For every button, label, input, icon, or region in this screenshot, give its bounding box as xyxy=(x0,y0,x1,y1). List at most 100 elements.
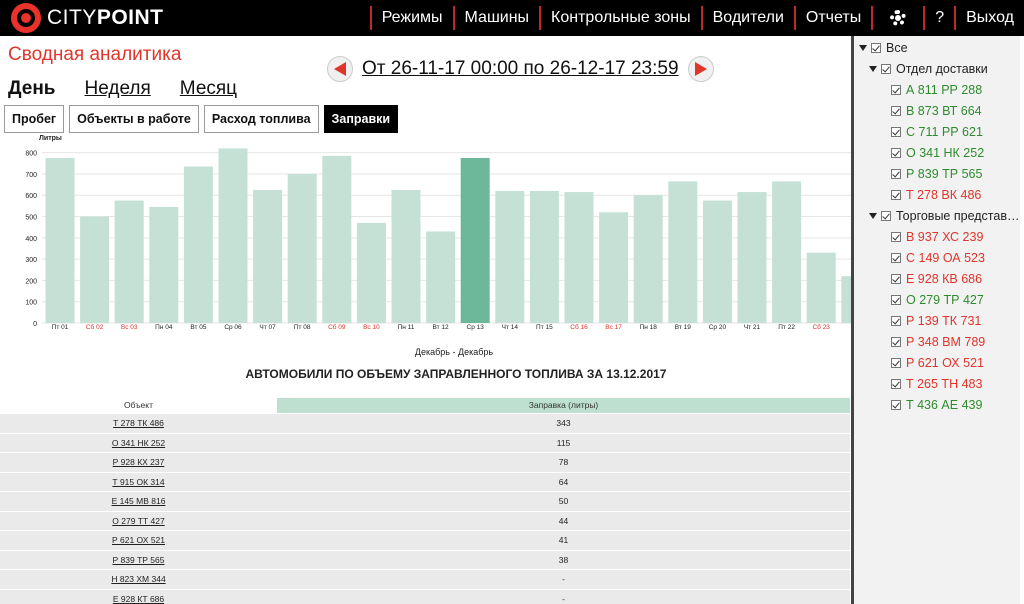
checkbox-icon[interactable] xyxy=(891,148,901,158)
tree-root[interactable]: Все xyxy=(859,40,908,56)
tree-vehicle-item[interactable]: С 149 ОА 523 xyxy=(891,250,985,266)
tab-day[interactable]: День xyxy=(8,78,56,99)
settings-button[interactable] xyxy=(871,6,923,30)
chart-bar[interactable] xyxy=(391,189,421,323)
tree-vehicle-item[interactable]: Т 265 ТН 483 xyxy=(891,376,982,392)
expand-icon[interactable] xyxy=(859,45,867,51)
vehicle-link[interactable]: Р 928 КХ 237 xyxy=(112,457,165,467)
chart-bar[interactable] xyxy=(287,173,317,323)
checkbox-icon[interactable] xyxy=(891,337,901,347)
checkbox-icon[interactable] xyxy=(891,106,901,116)
checkbox-icon[interactable] xyxy=(881,211,891,221)
checkbox-icon[interactable] xyxy=(891,295,901,305)
nav-vehicles[interactable]: Машины xyxy=(452,6,540,30)
table-row[interactable]: Р 621 ОХ 521 41 xyxy=(0,530,850,550)
tab-refuelings[interactable]: Заправки xyxy=(323,105,399,133)
chart-bar[interactable] xyxy=(183,166,213,323)
logo[interactable]: CITYPOINT xyxy=(11,0,164,36)
table-row[interactable]: Р 839 ТР 565 38 xyxy=(0,549,850,569)
checkbox-icon[interactable] xyxy=(891,232,901,242)
chart-bar[interactable] xyxy=(460,157,490,323)
tree-vehicle-item[interactable]: Е 928 КВ 686 xyxy=(891,271,982,287)
vehicle-link[interactable]: Р 621 ОХ 521 xyxy=(111,535,166,545)
checkbox-icon[interactable] xyxy=(891,379,901,389)
tree-vehicle-item[interactable]: В 937 ХС 239 xyxy=(891,229,983,245)
table-row[interactable]: Т 278 ТК 486 343 xyxy=(0,413,850,433)
tree-vehicle-item[interactable]: С 711 РР 621 xyxy=(891,124,983,140)
date-range-text[interactable]: От 26-11-17 00:00 по 26-12-17 23:59 xyxy=(362,58,679,79)
tab-mileage[interactable]: Пробег xyxy=(4,105,65,133)
chart-bar[interactable] xyxy=(841,276,851,323)
vehicle-link[interactable]: О 279 ТТ 427 xyxy=(112,515,165,526)
checkbox-icon[interactable] xyxy=(891,274,901,284)
chart-bar[interactable] xyxy=(114,200,144,323)
checkbox-icon[interactable] xyxy=(871,43,881,53)
chart-bar[interactable] xyxy=(356,222,386,323)
vehicle-link[interactable]: Е 928 КТ 686 xyxy=(112,593,165,604)
chart-bar[interactable] xyxy=(253,189,283,323)
table-row[interactable]: О 341 НК 252 115 xyxy=(0,432,850,452)
tree-vehicle-item[interactable]: Р 621 ОХ 521 xyxy=(891,355,984,371)
tab-fuel-consumption[interactable]: Расход топлива xyxy=(203,105,319,133)
chart-bar[interactable] xyxy=(702,200,732,323)
column-refuel-liters[interactable]: Заправка (литры) xyxy=(277,398,850,413)
tree-vehicle-item[interactable]: А 811 РР 288 xyxy=(891,82,982,98)
tree-vehicle-item[interactable]: Т 278 ВК 486 xyxy=(891,187,981,203)
tree-vehicle-item[interactable]: Р 839 ТР 565 xyxy=(891,166,982,182)
nav-modes[interactable]: Режимы xyxy=(369,6,453,30)
vehicle-link[interactable]: Е 145 МВ 816 xyxy=(111,496,166,506)
table-row[interactable]: Р 928 КХ 237 78 xyxy=(0,452,850,472)
tree-vehicle-item[interactable]: О 279 ТР 427 xyxy=(891,292,984,308)
checkbox-icon[interactable] xyxy=(891,85,901,95)
chart-bar[interactable] xyxy=(668,181,698,323)
chart-bar[interactable] xyxy=(772,181,802,323)
tree-vehicle-item[interactable]: Т 436 АЕ 439 xyxy=(891,397,982,413)
column-object[interactable]: Объект xyxy=(0,398,277,413)
checkbox-icon[interactable] xyxy=(881,64,891,74)
help-button[interactable]: ? xyxy=(923,6,954,30)
tree-group[interactable]: Торговые представ… xyxy=(869,208,1019,224)
checkbox-icon[interactable] xyxy=(891,253,901,263)
chart-bar[interactable] xyxy=(564,192,594,323)
chart-bar[interactable] xyxy=(322,155,352,323)
chart-bar[interactable] xyxy=(45,157,75,323)
vehicle-link[interactable]: Т 915 ОК 314 xyxy=(112,476,165,487)
chart-bar[interactable] xyxy=(737,192,767,323)
tab-objects-in-work[interactable]: Объекты в работе xyxy=(69,105,199,133)
checkbox-icon[interactable] xyxy=(891,127,901,137)
chart-bar[interactable] xyxy=(495,190,525,323)
chart-bar[interactable] xyxy=(633,195,663,323)
nav-control-zones[interactable]: Контрольные зоны xyxy=(539,6,701,30)
checkbox-icon[interactable] xyxy=(891,190,901,200)
tree-vehicle-item[interactable]: О 341 НК 252 xyxy=(891,145,984,161)
logout-button[interactable]: Выход xyxy=(954,6,1024,30)
tree-vehicle-item[interactable]: Р 348 ВМ 789 xyxy=(891,334,985,350)
chart-bar[interactable] xyxy=(529,190,559,323)
prev-period-button[interactable] xyxy=(327,56,353,82)
chart-bar[interactable] xyxy=(149,206,179,323)
nav-drivers[interactable]: Водители xyxy=(700,6,794,30)
vehicle-link[interactable]: Н 823 ХМ 344 xyxy=(111,574,166,584)
checkbox-icon[interactable] xyxy=(891,400,901,410)
nav-reports[interactable]: Отчеты xyxy=(793,6,871,30)
checkbox-icon[interactable] xyxy=(891,358,901,368)
chart-bar[interactable] xyxy=(218,148,248,323)
tree-group[interactable]: Отдел доставки xyxy=(869,61,988,77)
table-row[interactable]: Е 928 КТ 686 - xyxy=(0,588,850,604)
expand-icon[interactable] xyxy=(869,213,877,219)
chart-bar[interactable] xyxy=(599,212,629,323)
chart-bar[interactable] xyxy=(426,231,456,323)
table-row[interactable]: Н 823 ХМ 344 - xyxy=(0,569,850,589)
vehicle-link[interactable]: О 341 НК 252 xyxy=(111,437,166,448)
table-row[interactable]: Е 145 МВ 816 50 xyxy=(0,491,850,511)
next-period-button[interactable] xyxy=(687,56,714,82)
tab-month[interactable]: Месяц xyxy=(179,78,238,99)
tab-week[interactable]: Неделя xyxy=(84,78,151,99)
vehicle-link[interactable]: Т 278 ТК 486 xyxy=(113,418,164,428)
checkbox-icon[interactable] xyxy=(891,169,901,179)
chart-bar[interactable] xyxy=(806,252,836,323)
vehicle-link[interactable]: Р 839 ТР 565 xyxy=(112,554,165,565)
expand-icon[interactable] xyxy=(869,66,877,72)
table-row[interactable]: Т 915 ОК 314 64 xyxy=(0,471,850,491)
tree-vehicle-item[interactable]: Р 139 ТК 731 xyxy=(891,313,981,329)
